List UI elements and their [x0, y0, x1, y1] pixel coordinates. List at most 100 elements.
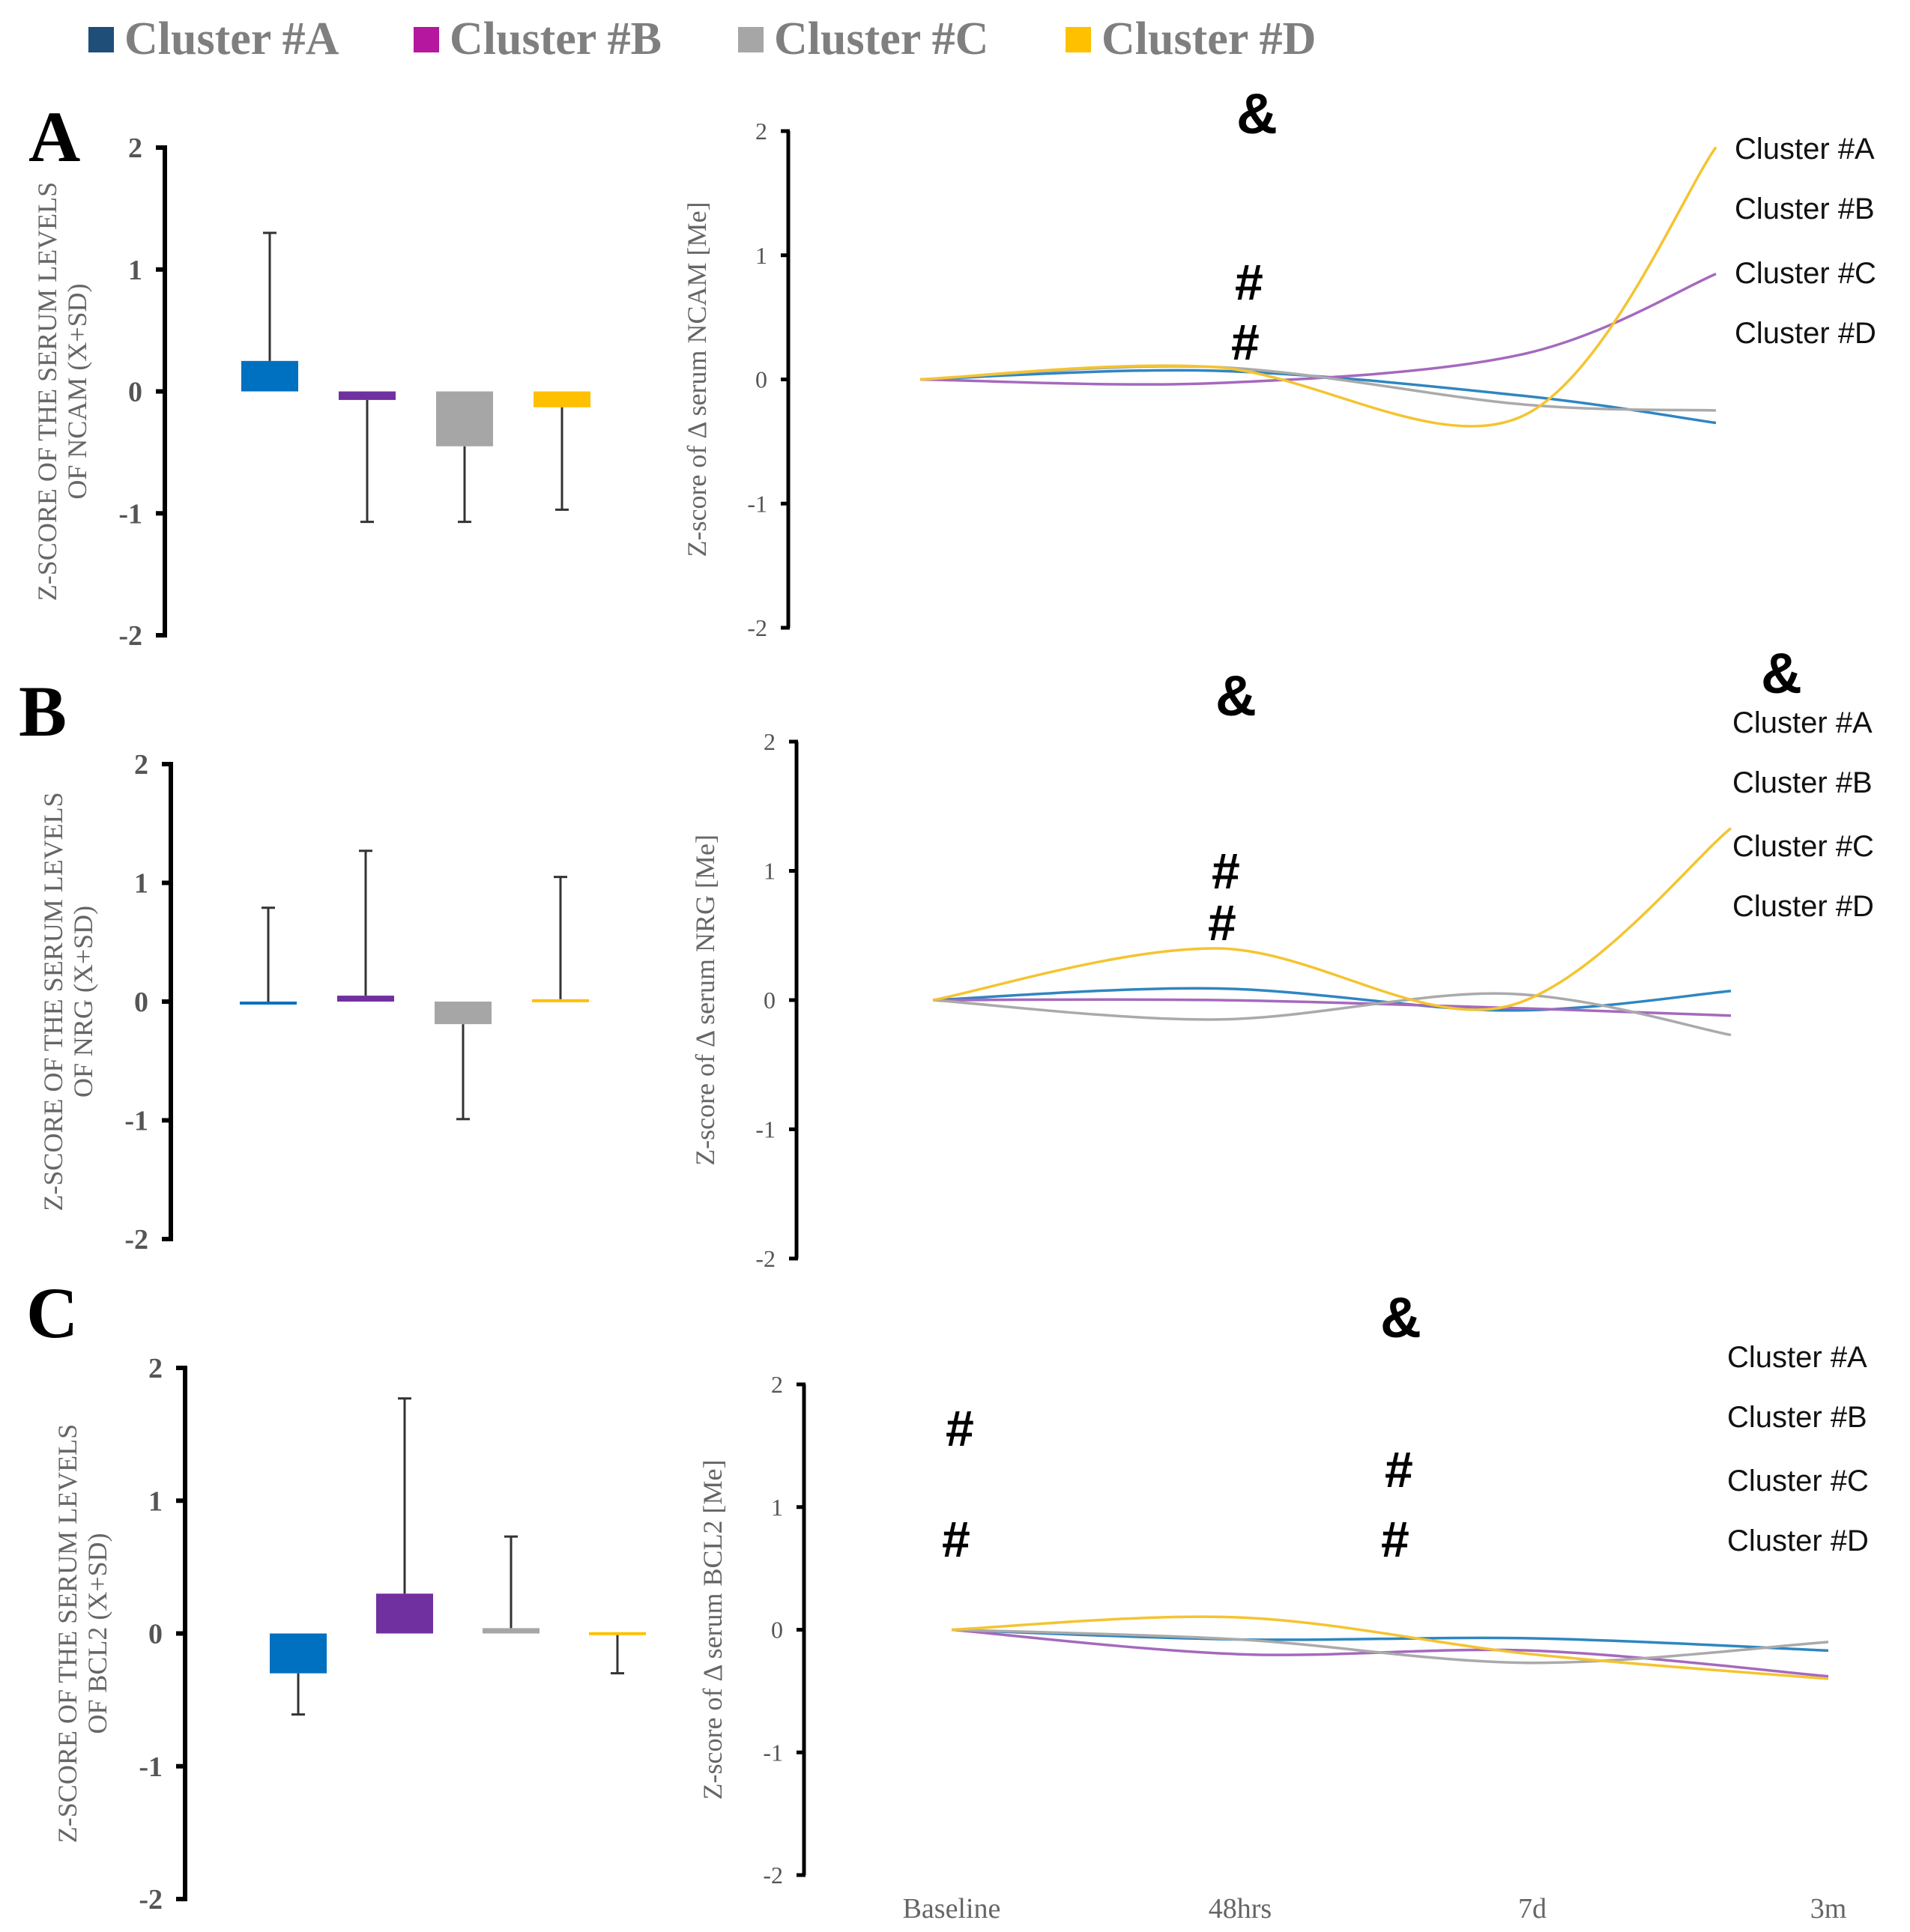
y-tick-label: 0: [771, 1617, 783, 1644]
hash-annotation: #: [1385, 1441, 1413, 1498]
bar: [436, 391, 493, 446]
bar: [532, 999, 589, 1002]
x-tick-label: 48hrs: [1209, 1893, 1272, 1925]
hash-annotation: #: [1381, 1511, 1409, 1568]
y-axis-label: Z-SCORE OF THE SERUM LEVELS OF NCAM (X+SD…: [32, 182, 92, 601]
bar-chart-A: -2 -1 0 1 2 Z-SCORE OF THE SERUM LEVELS OF NCA…: [32, 133, 590, 652]
line-chart-B: -2 -1 0 1 2 Z-score of Δ serum NRG [Me] Cluste…: [690, 642, 1874, 1272]
y-tick-label: -1: [139, 1751, 163, 1783]
bar: [589, 1632, 646, 1635]
y-tick-label: -2: [139, 1884, 163, 1916]
y-axis-label-line2: OF NRG (X+SD): [68, 906, 98, 1097]
bar: [435, 1002, 492, 1025]
legend-label: Cluster #D: [1101, 13, 1316, 64]
ampersand-annotation: &: [1215, 664, 1257, 728]
bar: [376, 1593, 433, 1634]
y-axis-label-line2: OF NCAM (X+SD): [62, 283, 92, 499]
hash-annotation: #: [1212, 843, 1240, 900]
bar-chart-C: -2 -1 0 1 2 Z-SCORE OF THE SERUM LEVELS OF BCL…: [52, 1353, 646, 1916]
x-tick-label: 3m: [1810, 1893, 1847, 1925]
series-label: Cluster #A: [1727, 1341, 1867, 1374]
series-label: Cluster #A: [1735, 133, 1875, 166]
legend-swatch: [414, 27, 439, 52]
y-tick-label: 2: [755, 118, 767, 145]
y-axis-label: Z-SCORE OF THE SERUM LEVELS OF NRG (X+SD): [38, 792, 98, 1211]
ampersand-annotation: &: [1761, 642, 1802, 706]
hash-annotation: #: [1235, 254, 1263, 311]
y-tick-label: 2: [134, 749, 148, 781]
y-tick-label: -1: [118, 498, 142, 530]
bar: [270, 1633, 327, 1674]
y-tick-label: 1: [128, 255, 142, 286]
panel-letter: A: [28, 97, 80, 177]
y-tick-label: 1: [148, 1486, 163, 1517]
y-tick-label: 0: [148, 1619, 163, 1650]
y-axis-label-line1: Z-SCORE OF THE SERUM LEVELS: [32, 182, 62, 601]
series-label: Cluster #C: [1732, 830, 1874, 863]
y-tick-label: 0: [755, 366, 767, 393]
bar-chart-B: -2 -1 0 1 2 Z-SCORE OF THE SERUM LEVELS OF NRG…: [38, 749, 589, 1256]
y-tick-label: 2: [128, 133, 142, 164]
series-label: Cluster #B: [1735, 193, 1875, 225]
y-axis-label-line1: Z-SCORE OF THE SERUM LEVELS: [52, 1424, 82, 1843]
bar: [534, 391, 590, 408]
top-legend: Cluster #A Cluster #B Cluster #C Cluster #D: [88, 13, 1316, 64]
panel-letter: C: [26, 1273, 78, 1353]
series-label: Cluster #D: [1735, 317, 1876, 350]
legend-label: Cluster #A: [124, 13, 339, 64]
bar: [339, 391, 396, 400]
x-tick-label: 7d: [1518, 1893, 1547, 1925]
series-line: [932, 827, 1732, 1011]
ampersand-annotation: &: [1236, 82, 1278, 146]
y-tick-label: 1: [755, 242, 767, 269]
hash-annotation: #: [1231, 314, 1260, 371]
y-tick-label: -1: [124, 1106, 148, 1137]
series-label: Cluster #C: [1735, 257, 1876, 290]
legend-swatch: [738, 27, 764, 52]
y-tick-label: 2: [148, 1353, 163, 1384]
legend-label: Cluster #B: [450, 13, 662, 64]
y-tick-label: -2: [118, 620, 142, 652]
y-axis-label-line1: Z-SCORE OF THE SERUM LEVELS: [38, 792, 68, 1211]
series-label: Cluster #C: [1727, 1465, 1869, 1498]
x-tick-label: Baseline: [903, 1893, 1001, 1925]
hash-annotation: #: [1208, 894, 1236, 951]
y-axis-label-text: Z-score of Δ serum BCL2 [Me]: [698, 1459, 728, 1799]
y-tick-label: 1: [134, 868, 148, 900]
y-axis-label-text: Z-score of Δ serum NCAM [Me]: [682, 202, 712, 557]
bar: [337, 996, 394, 1002]
series-label: Cluster #D: [1732, 890, 1874, 923]
series-label: Cluster #D: [1727, 1524, 1869, 1557]
series-line: [951, 1628, 1829, 1653]
y-tick-label: -2: [763, 1862, 783, 1889]
y-axis-label-text: Z-score of Δ serum NRG [Me]: [690, 835, 720, 1166]
bar: [240, 1002, 297, 1005]
y-tick-label: 1: [764, 858, 776, 885]
y-tick-label: -1: [747, 490, 767, 517]
y-tick-label: -2: [747, 614, 767, 641]
y-tick-label: -2: [124, 1224, 148, 1256]
hash-annotation: #: [942, 1511, 970, 1568]
y-tick-label: -1: [755, 1116, 776, 1143]
y-axis-label-line2: OF BCL2 (X+SD): [82, 1533, 112, 1733]
legend-label: Cluster #C: [774, 13, 988, 64]
y-axis-label: Z-score of Δ serum NRG [Me]: [690, 835, 720, 1166]
series-line: [919, 272, 1717, 386]
y-tick-label: 0: [128, 377, 142, 408]
y-tick-label: 0: [764, 987, 776, 1014]
series-line: [951, 1615, 1829, 1680]
y-tick-label: 1: [771, 1494, 783, 1521]
bar: [241, 360, 298, 392]
y-tick-label: 2: [771, 1371, 783, 1398]
y-tick-label: -2: [755, 1245, 776, 1272]
y-axis-label: Z-score of Δ serum NCAM [Me]: [682, 202, 712, 557]
series-label: Cluster #A: [1732, 706, 1873, 739]
series-label: Cluster #B: [1727, 1401, 1867, 1434]
y-axis-label: Z-score of Δ serum BCL2 [Me]: [698, 1459, 728, 1799]
series-label: Cluster #B: [1732, 766, 1873, 799]
series-line: [932, 992, 1732, 1037]
line-chart-A: -2 -1 0 1 2 Z-score of Δ serum NCAM [Me] Clust…: [682, 82, 1876, 641]
y-tick-label: -1: [763, 1739, 783, 1766]
y-axis-label: Z-SCORE OF THE SERUM LEVELS OF BCL2 (X+SD…: [52, 1424, 112, 1843]
